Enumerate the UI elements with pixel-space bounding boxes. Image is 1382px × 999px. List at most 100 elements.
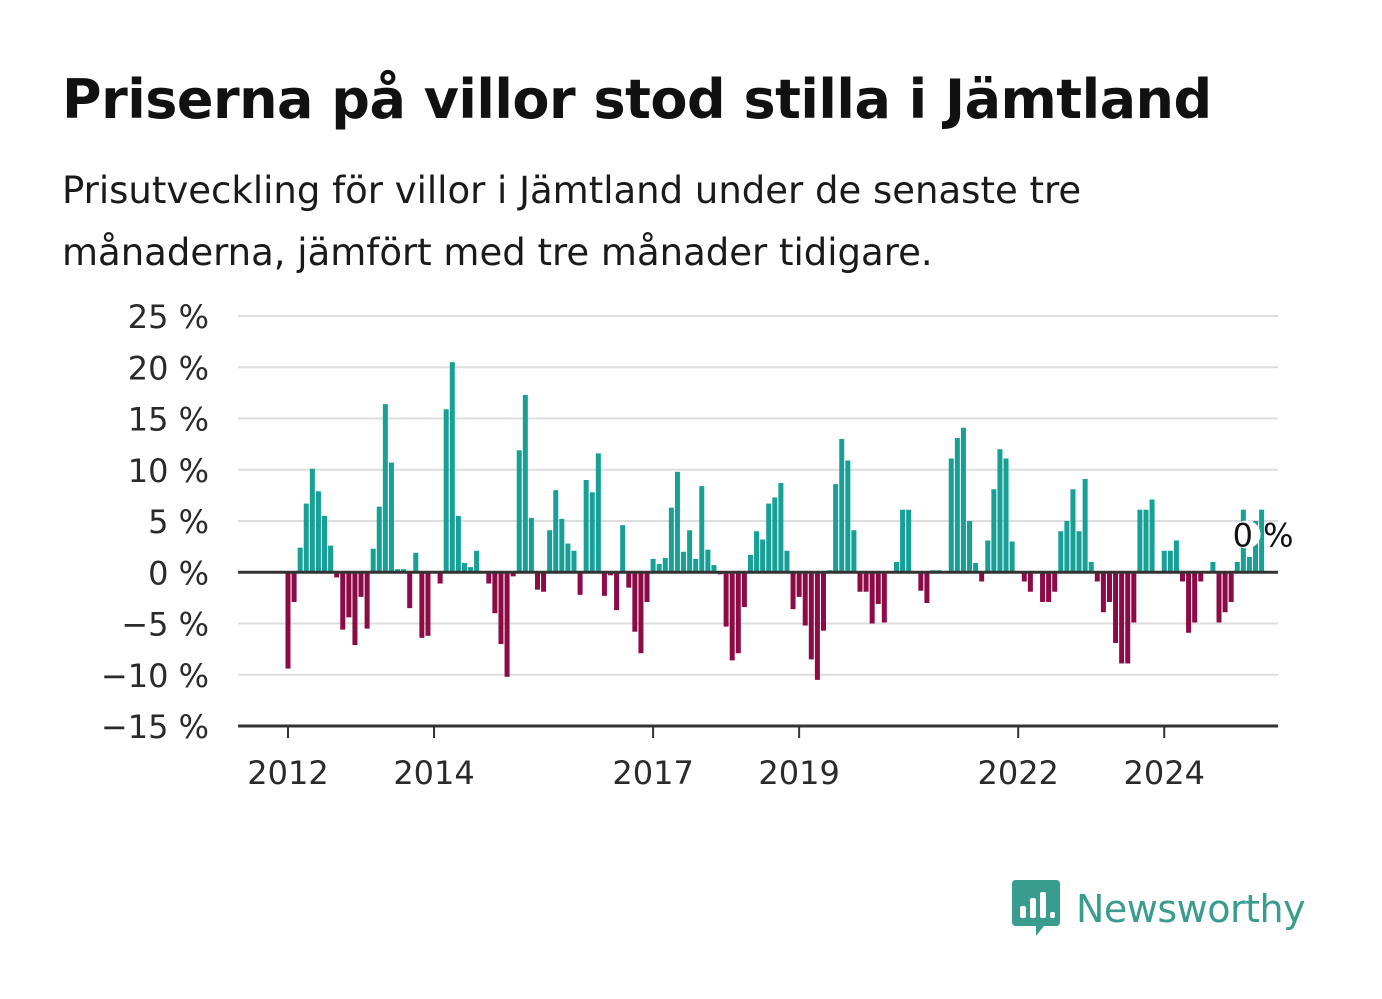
bar <box>461 563 467 573</box>
bar <box>516 450 522 573</box>
bar <box>626 572 632 588</box>
y-tick-label: 20 % <box>128 349 209 387</box>
bar <box>918 572 924 591</box>
bar <box>547 530 553 573</box>
bar <box>1222 572 1228 613</box>
bar <box>723 572 729 627</box>
bar <box>413 552 419 573</box>
bar <box>1021 572 1027 582</box>
bar <box>376 506 382 573</box>
x-tick-label: 2022 <box>977 754 1058 792</box>
y-tick-label: −5 % <box>121 606 209 644</box>
bar <box>851 530 857 573</box>
bar <box>328 545 334 573</box>
bar <box>1094 572 1100 582</box>
bar <box>364 572 370 629</box>
bar <box>985 540 991 573</box>
bar <box>1173 540 1179 573</box>
bar <box>595 453 601 573</box>
bar <box>1253 521 1259 573</box>
y-tick-label: 15 % <box>128 401 209 439</box>
x-tick-label: 2014 <box>393 754 474 792</box>
bar <box>455 515 461 573</box>
bar <box>285 572 291 669</box>
bar <box>1076 531 1082 573</box>
bar <box>790 572 796 610</box>
bar <box>541 572 547 592</box>
bar <box>571 550 577 573</box>
bar <box>559 518 565 573</box>
bar <box>504 572 510 677</box>
bar <box>1003 458 1009 573</box>
bar <box>297 547 303 573</box>
y-axis-tick-labels: 25 % 20 % 15 % 10 % 5 % 0 % −5 % −10 % −15 % <box>101 298 209 746</box>
bar <box>528 517 534 573</box>
bar <box>674 471 680 573</box>
bar <box>1113 572 1119 643</box>
bar <box>443 409 449 573</box>
chart-subtitle: Prisutveckling för villor i Jämtland und… <box>62 169 1082 274</box>
y-tick-label: −10 % <box>101 657 209 695</box>
bar <box>534 572 540 590</box>
bar <box>1119 572 1125 664</box>
bar <box>906 509 912 573</box>
bar <box>474 550 480 573</box>
bar <box>650 558 656 573</box>
bar <box>1179 572 1185 582</box>
bar <box>1186 572 1192 633</box>
bar <box>681 551 687 573</box>
bar <box>1259 509 1265 573</box>
bar <box>1228 572 1234 602</box>
bar <box>644 572 650 602</box>
bar <box>857 572 863 592</box>
brand-name: Newsworthy <box>1076 887 1306 931</box>
bar <box>638 572 644 654</box>
bar <box>1149 499 1155 573</box>
y-tick-label: 25 % <box>128 298 209 336</box>
bar <box>419 572 425 638</box>
bar <box>1100 572 1106 613</box>
bar <box>772 497 778 573</box>
bar <box>522 394 528 573</box>
bar <box>601 572 607 596</box>
bar <box>492 572 498 614</box>
bar <box>796 572 802 597</box>
bar <box>760 539 766 573</box>
axes <box>238 570 1278 728</box>
bar <box>1167 550 1173 573</box>
gridlines <box>238 315 1278 676</box>
bar <box>322 515 328 573</box>
bars <box>285 362 1265 680</box>
bar <box>766 503 772 573</box>
bar <box>1064 521 1070 573</box>
chart-title: Priserna på villor stod stilla i Jämtlan… <box>62 68 1212 131</box>
bar <box>1027 572 1033 592</box>
bar <box>991 489 997 573</box>
bar <box>1040 572 1046 602</box>
bar <box>729 572 735 661</box>
bar <box>498 572 504 644</box>
bar <box>565 543 571 573</box>
bar <box>784 550 790 573</box>
bar <box>1070 489 1076 573</box>
bar <box>395 569 401 573</box>
x-tick-label: 2024 <box>1124 754 1205 792</box>
bar-chart-speech-bubble-icon <box>1012 880 1060 936</box>
bar <box>401 569 407 573</box>
bar <box>814 572 820 680</box>
bar <box>340 572 346 630</box>
bar <box>863 572 869 592</box>
bar <box>1058 531 1064 573</box>
bar <box>802 572 808 626</box>
bar <box>620 525 626 573</box>
newsworthy-logo: Newsworthy <box>1010 878 1306 940</box>
bar <box>352 572 358 646</box>
bar <box>1210 562 1216 573</box>
bar <box>553 490 559 573</box>
bar <box>699 486 705 573</box>
bar <box>808 572 814 660</box>
bar <box>1216 572 1222 623</box>
bar <box>845 460 851 573</box>
bar <box>577 572 583 595</box>
bar <box>486 572 492 584</box>
